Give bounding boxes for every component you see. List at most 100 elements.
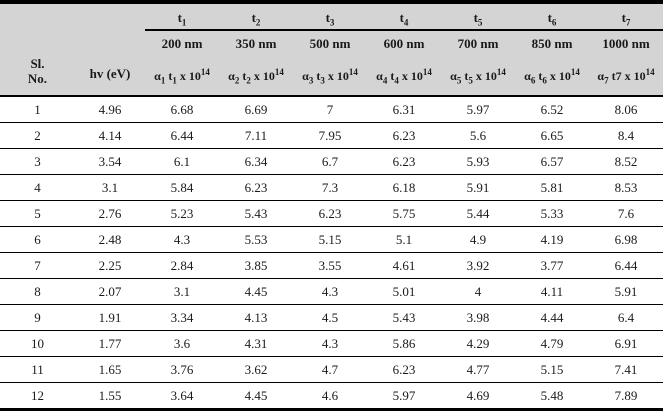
sup-part: 14 <box>645 66 655 77</box>
t7-value-cell: 6.98 <box>589 226 663 253</box>
t6-value-cell: 5.15 <box>515 356 589 383</box>
sub-part: 7 <box>625 17 631 28</box>
table-row: 2 4.14 6.44 7.11 7.95 6.23 5.6 6.65 8.4 <box>0 122 663 149</box>
text-part: t <box>239 68 247 83</box>
t1-value-cell: 3.6 <box>145 330 219 357</box>
sub-part: 1 <box>181 17 187 28</box>
col-header-t5-symbol: t5 <box>441 2 515 31</box>
text-part: α <box>597 68 605 83</box>
t7-value-cell: 8.06 <box>589 96 663 123</box>
sl-no-cell: 12 <box>0 382 75 410</box>
table-row: 11 1.65 3.76 3.62 4.7 6.23 4.77 5.15 7.41 <box>0 356 663 383</box>
col-header-t1-formula: α1 t1 x 1014 <box>145 57 219 97</box>
t5-value-cell: 5.6 <box>441 122 515 149</box>
col-header-t6-symbol: t6 <box>515 2 589 31</box>
t4-value-cell: 6.23 <box>367 122 441 149</box>
sub-part: 5 <box>456 74 462 85</box>
hv-ev-cell: 1.65 <box>75 356 145 383</box>
t5-value-cell: 5.97 <box>441 96 515 123</box>
sup-part: 14 <box>496 66 506 77</box>
t2-value-cell: 6.69 <box>219 96 293 123</box>
sup-part: 14 <box>422 66 432 77</box>
t1-value-cell: 3.64 <box>145 382 219 410</box>
col-header-t5-wavelength: 700 nm <box>441 30 515 57</box>
col-header-t1-wavelength: 200 nm <box>145 30 219 57</box>
text-part: x 10 <box>324 68 349 83</box>
sub-part: 2 <box>255 17 261 28</box>
t1-value-cell: 5.23 <box>145 200 219 227</box>
t2-value-cell: 6.23 <box>219 174 293 201</box>
col-header-t3-symbol: t3 <box>293 2 367 31</box>
text-part: α <box>450 68 457 83</box>
t7-value-cell: 6.4 <box>589 304 663 331</box>
sl-no-cell: 2 <box>0 122 75 149</box>
text-part: t <box>535 68 543 83</box>
col-header-hv-ev: hv (eV) <box>75 2 145 97</box>
t1-value-cell: 3.34 <box>145 304 219 331</box>
t4-value-cell: 5.86 <box>367 330 441 357</box>
hv-ev-cell: 2.25 <box>75 252 145 279</box>
col-header-sl-no: Sl. No. <box>0 2 75 97</box>
t6-value-cell: 6.52 <box>515 96 589 123</box>
col-header-t3-wavelength: 500 nm <box>293 30 367 57</box>
sub-part: 6 <box>530 74 536 85</box>
t4-value-cell: 5.97 <box>367 382 441 410</box>
col-header-t6-formula: α6 t6 x 1014 <box>515 57 589 97</box>
text-part: t <box>473 9 478 25</box>
t2-value-cell: 5.43 <box>219 200 293 227</box>
t3-value-cell: 4.7 <box>293 356 367 383</box>
sl-no-cell: 7 <box>0 252 75 279</box>
t6-value-cell: 4.44 <box>515 304 589 331</box>
t3-value-cell: 4.6 <box>293 382 367 410</box>
t3-value-cell: 7 <box>293 96 367 123</box>
sup-part: 14 <box>200 66 210 77</box>
sl-no-cell: 6 <box>0 226 75 253</box>
hv-ev-cell: 4.14 <box>75 122 145 149</box>
t3-value-cell: 5.15 <box>293 226 367 253</box>
sup-part: 14 <box>348 66 358 77</box>
t7-value-cell: 7.89 <box>589 382 663 410</box>
t2-value-cell: 4.31 <box>219 330 293 357</box>
t5-value-cell: 3.98 <box>441 304 515 331</box>
t1-value-cell: 5.84 <box>145 174 219 201</box>
col-header-t2-symbol: t2 <box>219 2 293 31</box>
t3-value-cell: 7.3 <box>293 174 367 201</box>
t6-value-cell: 6.65 <box>515 122 589 149</box>
text-part: α <box>228 68 235 83</box>
t1-value-cell: 6.44 <box>145 122 219 149</box>
t3-value-cell: 4.5 <box>293 304 367 331</box>
text-part: x 10 <box>250 68 275 83</box>
t7-value-cell: 6.91 <box>589 330 663 357</box>
t7-value-cell: 6.44 <box>589 252 663 279</box>
hv-ev-cell: 2.76 <box>75 200 145 227</box>
col-header-t4-symbol: t4 <box>367 2 441 31</box>
t6-value-cell: 5.33 <box>515 200 589 227</box>
sl-no-cell: 9 <box>0 304 75 331</box>
t2-value-cell: 7.11 <box>219 122 293 149</box>
col-header-t7-wavelength: 1000 nm <box>589 30 663 57</box>
sub-part: 1 <box>172 74 177 85</box>
t5-value-cell: 5.93 <box>441 148 515 175</box>
text-part: α <box>302 68 309 83</box>
t3-value-cell: 6.23 <box>293 200 367 227</box>
t5-value-cell: 5.44 <box>441 200 515 227</box>
col-header-t5-formula: α5 t5 x 1014 <box>441 57 515 97</box>
sl-no-cell: 1 <box>0 96 75 123</box>
text-part: t <box>313 68 321 83</box>
t6-value-cell: 6.57 <box>515 148 589 175</box>
table-row: 6 2.48 4.3 5.53 5.15 5.1 4.9 4.19 6.98 <box>0 226 663 253</box>
table-row: 4 3.1 5.84 6.23 7.3 6.18 5.91 5.81 8.53 <box>0 174 663 201</box>
t6-value-cell: 3.77 <box>515 252 589 279</box>
sub-part: 6 <box>551 17 557 28</box>
t7-value-cell: 8.53 <box>589 174 663 201</box>
hv-ev-cell: 2.07 <box>75 278 145 305</box>
t4-value-cell: 5.75 <box>367 200 441 227</box>
table-row: 5 2.76 5.23 5.43 6.23 5.75 5.44 5.33 7.6 <box>0 200 663 227</box>
t4-value-cell: 4.61 <box>367 252 441 279</box>
sl-no-cell: 11 <box>0 356 75 383</box>
text-part: x 10 <box>398 68 423 83</box>
text-part: t <box>251 9 256 25</box>
sub-part: 4 <box>403 17 409 28</box>
text-part: t <box>399 9 404 25</box>
